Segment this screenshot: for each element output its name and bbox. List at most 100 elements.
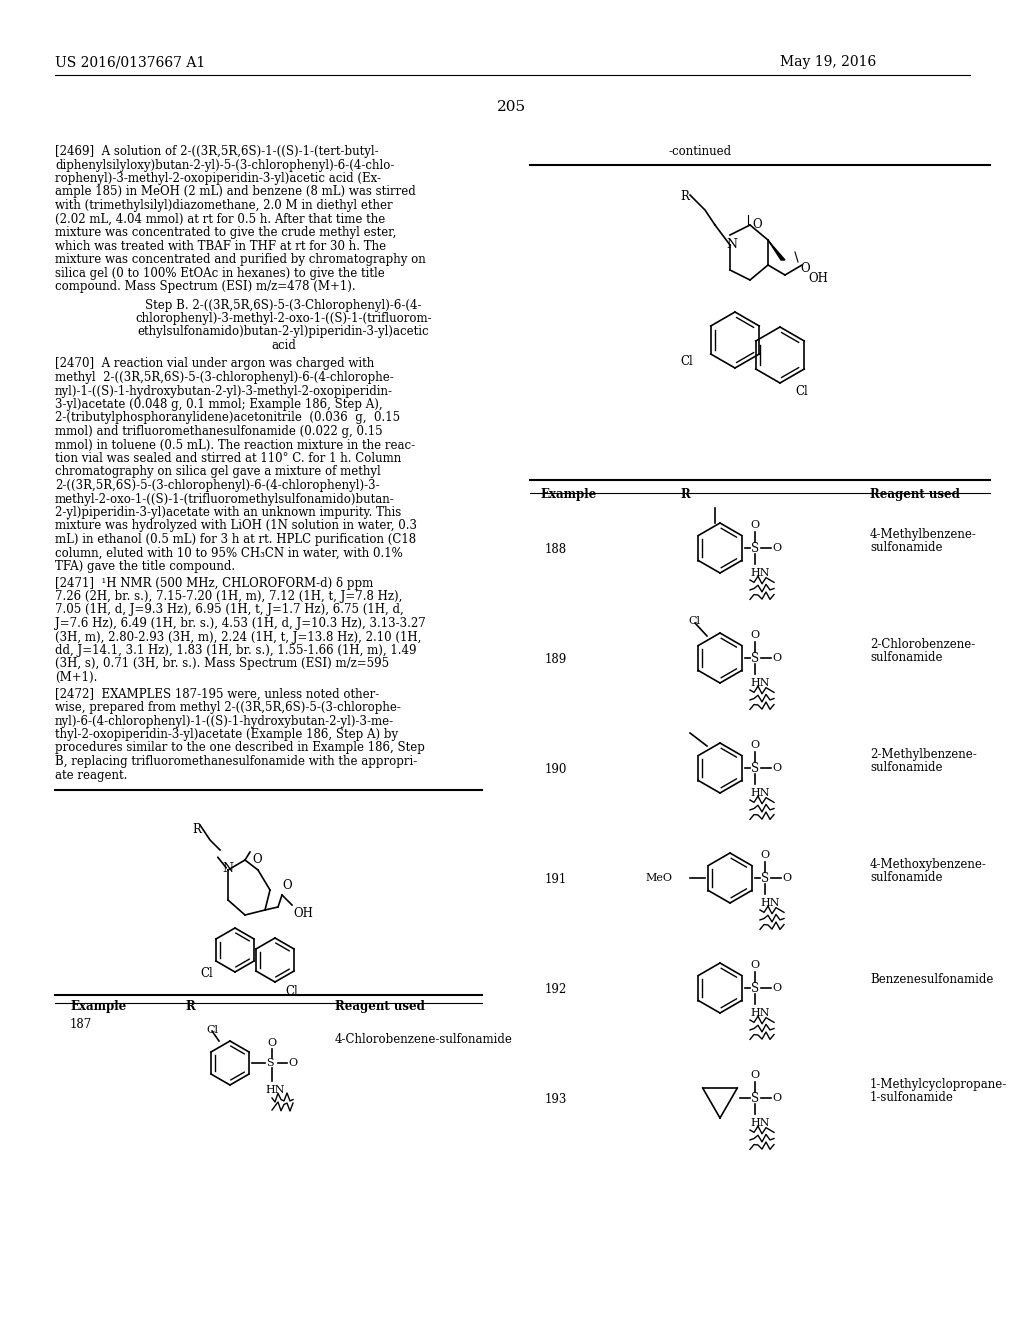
Text: Cl: Cl (688, 616, 700, 626)
Text: mixture was hydrolyzed with LiOH (1N solution in water, 0.3: mixture was hydrolyzed with LiOH (1N sol… (55, 520, 417, 532)
Text: J=7.6 Hz), 6.49 (1H, br. s.), 4.53 (1H, d, J=10.3 Hz), 3.13-3.27: J=7.6 Hz), 6.49 (1H, br. s.), 4.53 (1H, … (55, 616, 426, 630)
Text: O: O (751, 960, 760, 970)
Text: Reagent used: Reagent used (870, 488, 959, 502)
Text: with (trimethylsilyl)diazomethane, 2.0 M in diethyl ether: with (trimethylsilyl)diazomethane, 2.0 M… (55, 199, 392, 213)
Text: N: N (222, 862, 233, 875)
Text: Benzenesulfonamide: Benzenesulfonamide (870, 973, 993, 986)
Text: (2.02 mL, 4.04 mmol) at rt for 0.5 h. After that time the: (2.02 mL, 4.04 mmol) at rt for 0.5 h. Af… (55, 213, 385, 226)
Text: O: O (772, 763, 781, 774)
Text: [2470]  A reaction vial under argon was charged with: [2470] A reaction vial under argon was c… (55, 358, 374, 371)
Text: 2-Chlorobenzene-: 2-Chlorobenzene- (870, 638, 975, 651)
Text: B, replacing trifluoromethanesulfonamide with the appropri-: B, replacing trifluoromethanesulfonamide… (55, 755, 417, 768)
Text: 2-((3R,5R,6S)-5-(3-chlorophenyl)-6-(4-chlorophenyl)-3-: 2-((3R,5R,6S)-5-(3-chlorophenyl)-6-(4-ch… (55, 479, 380, 492)
Text: 191: 191 (545, 873, 567, 886)
Text: Example: Example (70, 1001, 126, 1012)
Text: S: S (751, 762, 759, 775)
Text: 1-Methylcyclopropane-: 1-Methylcyclopropane- (870, 1078, 1008, 1092)
Text: ample 185) in MeOH (2 mL) and benzene (8 mL) was stirred: ample 185) in MeOH (2 mL) and benzene (8… (55, 186, 416, 198)
Text: O: O (267, 1038, 276, 1048)
Text: methyl-2-oxo-1-((S)-1-(trifluoromethylsulfonamido)butan-: methyl-2-oxo-1-((S)-1-(trifluoromethylsu… (55, 492, 394, 506)
Text: acid: acid (271, 339, 296, 352)
Text: mmol) in toluene (0.5 mL). The reaction mixture in the reac-: mmol) in toluene (0.5 mL). The reaction … (55, 438, 415, 451)
Text: nyl)-1-((S)-1-hydroxybutan-2-yl)-3-methyl-2-oxopiperidin-: nyl)-1-((S)-1-hydroxybutan-2-yl)-3-methy… (55, 384, 393, 397)
Text: Cl: Cl (795, 385, 808, 399)
Text: S: S (751, 652, 759, 664)
Text: O: O (751, 630, 760, 640)
Text: [2471]  ¹H NMR (500 MHz, CHLOROFORM-d) δ ppm: [2471] ¹H NMR (500 MHz, CHLOROFORM-d) δ … (55, 577, 374, 590)
Text: O: O (800, 261, 810, 275)
Text: nyl)-6-(4-chlorophenyl)-1-((S)-1-hydroxybutan-2-yl)-3-me-: nyl)-6-(4-chlorophenyl)-1-((S)-1-hydroxy… (55, 714, 394, 727)
Text: 1-sulfonamide: 1-sulfonamide (870, 1092, 954, 1104)
Text: chromatography on silica gel gave a mixture of methyl: chromatography on silica gel gave a mixt… (55, 466, 381, 479)
Text: HN: HN (750, 788, 769, 799)
Text: 187: 187 (70, 1018, 92, 1031)
Text: 7.05 (1H, d, J=9.3 Hz), 6.95 (1H, t, J=1.7 Hz), 6.75 (1H, d,: 7.05 (1H, d, J=9.3 Hz), 6.95 (1H, t, J=1… (55, 603, 403, 616)
Text: 189: 189 (545, 653, 567, 667)
Text: HN: HN (760, 898, 779, 908)
Text: O: O (288, 1059, 297, 1068)
Text: tion vial was sealed and stirred at 110° C. for 1 h. Column: tion vial was sealed and stirred at 110°… (55, 451, 401, 465)
Text: 205: 205 (498, 100, 526, 114)
Text: O: O (772, 543, 781, 553)
Text: silica gel (0 to 100% EtOAc in hexanes) to give the title: silica gel (0 to 100% EtOAc in hexanes) … (55, 267, 385, 280)
Text: mixture was concentrated and purified by chromatography on: mixture was concentrated and purified by… (55, 253, 426, 267)
Text: sulfonamide: sulfonamide (870, 871, 942, 884)
Text: O: O (751, 1071, 760, 1080)
Text: rophenyl)-3-methyl-2-oxopiperidin-3-yl)acetic acid (Ex-: rophenyl)-3-methyl-2-oxopiperidin-3-yl)a… (55, 172, 381, 185)
Text: HN: HN (265, 1085, 285, 1096)
Text: O: O (761, 850, 770, 861)
Text: HN: HN (750, 1118, 769, 1129)
Text: sulfonamide: sulfonamide (870, 651, 942, 664)
Text: Cl: Cl (680, 355, 693, 368)
Text: S: S (751, 982, 759, 994)
Text: (3H, m), 2.80-2.93 (3H, m), 2.24 (1H, t, J=13.8 Hz), 2.10 (1H,: (3H, m), 2.80-2.93 (3H, m), 2.24 (1H, t,… (55, 631, 421, 644)
Text: Example: Example (540, 488, 596, 502)
Text: 7.26 (2H, br. s.), 7.15-7.20 (1H, m), 7.12 (1H, t, J=7.8 Hz),: 7.26 (2H, br. s.), 7.15-7.20 (1H, m), 7.… (55, 590, 402, 603)
Text: OH: OH (808, 272, 827, 285)
Text: 190: 190 (545, 763, 567, 776)
Text: 3-yl)acetate (0.048 g, 0.1 mmol; Example 186, Step A),: 3-yl)acetate (0.048 g, 0.1 mmol; Example… (55, 399, 383, 411)
Text: HN: HN (750, 678, 769, 688)
Text: R: R (185, 1001, 195, 1012)
Text: 4-Methylbenzene-: 4-Methylbenzene- (870, 528, 977, 541)
Text: Cl: Cl (206, 1026, 218, 1035)
Text: (M+1).: (M+1). (55, 671, 97, 684)
Text: S: S (751, 1092, 759, 1105)
Text: 4-Methoxybenzene-: 4-Methoxybenzene- (870, 858, 987, 871)
Text: chlorophenyl)-3-methyl-2-oxo-1-((S)-1-(trifluorom-: chlorophenyl)-3-methyl-2-oxo-1-((S)-1-(t… (135, 312, 432, 325)
Polygon shape (768, 240, 785, 260)
Text: HN: HN (750, 1008, 769, 1018)
Text: O: O (751, 520, 760, 531)
Text: ethylsulfonamido)butan-2-yl)piperidin-3-yl)acetic: ethylsulfonamido)butan-2-yl)piperidin-3-… (137, 326, 429, 338)
Text: -continued: -continued (669, 145, 731, 158)
Text: thyl-2-oxopiperidin-3-yl)acetate (Example 186, Step A) by: thyl-2-oxopiperidin-3-yl)acetate (Exampl… (55, 729, 398, 741)
Text: R: R (680, 488, 690, 502)
Text: procedures similar to the one described in Example 186, Step: procedures similar to the one described … (55, 742, 425, 755)
Text: 192: 192 (545, 983, 567, 997)
Text: sulfonamide: sulfonamide (870, 541, 942, 554)
Text: diphenylsilyloxy)butan-2-yl)-5-(3-chlorophenyl)-6-(4-chlo-: diphenylsilyloxy)butan-2-yl)-5-(3-chloro… (55, 158, 394, 172)
Text: Cl: Cl (200, 968, 213, 979)
Text: TFA) gave the title compound.: TFA) gave the title compound. (55, 560, 236, 573)
Text: 4-Chlorobenzene-sulfonamide: 4-Chlorobenzene-sulfonamide (335, 1034, 513, 1045)
Text: HN: HN (750, 568, 769, 578)
Text: S: S (266, 1059, 273, 1068)
Text: S: S (761, 871, 769, 884)
Text: O: O (772, 653, 781, 663)
Text: dd, J=14.1, 3.1 Hz), 1.83 (1H, br. s.), 1.55-1.66 (1H, m), 1.49: dd, J=14.1, 3.1 Hz), 1.83 (1H, br. s.), … (55, 644, 417, 657)
Text: S: S (751, 541, 759, 554)
Text: O: O (772, 983, 781, 993)
Text: methyl  2-((3R,5R,6S)-5-(3-chlorophenyl)-6-(4-chlorophe-: methyl 2-((3R,5R,6S)-5-(3-chlorophenyl)-… (55, 371, 394, 384)
Text: O: O (252, 853, 261, 866)
Text: 188: 188 (545, 543, 567, 556)
Text: 2-Methylbenzene-: 2-Methylbenzene- (870, 748, 977, 762)
Text: May 19, 2016: May 19, 2016 (780, 55, 877, 69)
Text: mmol) and trifluoromethanesulfonamide (0.022 g, 0.15: mmol) and trifluoromethanesulfonamide (0… (55, 425, 383, 438)
Text: wise, prepared from methyl 2-((3R,5R,6S)-5-(3-chlorophe-: wise, prepared from methyl 2-((3R,5R,6S)… (55, 701, 400, 714)
Text: 193: 193 (545, 1093, 567, 1106)
Text: O: O (772, 1093, 781, 1104)
Text: mL) in ethanol (0.5 mL) for 3 h at rt. HPLC purification (C18: mL) in ethanol (0.5 mL) for 3 h at rt. H… (55, 533, 416, 546)
Text: Step B. 2-((3R,5R,6S)-5-(3-Chlorophenyl)-6-(4-: Step B. 2-((3R,5R,6S)-5-(3-Chlorophenyl)… (145, 298, 422, 312)
Text: MeO: MeO (645, 873, 672, 883)
Text: which was treated with TBAF in THF at rt for 30 h. The: which was treated with TBAF in THF at rt… (55, 239, 386, 252)
